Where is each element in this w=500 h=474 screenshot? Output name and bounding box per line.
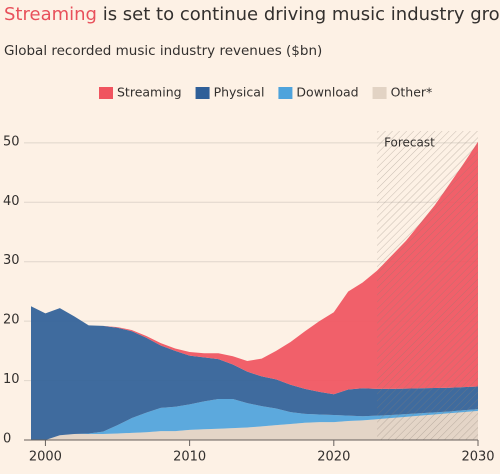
x-tick-label: 2020 xyxy=(317,450,350,465)
area xyxy=(31,141,478,395)
legend-swatch xyxy=(99,87,113,99)
y-tick-label: 10 xyxy=(3,372,20,387)
area xyxy=(31,306,478,440)
legend-swatch xyxy=(372,87,387,99)
title-rest: is set to continue driving music industr… xyxy=(103,4,500,25)
plot-area xyxy=(24,131,478,441)
y-tick-label: 40 xyxy=(3,194,20,209)
x-tick-label: 2030 xyxy=(461,450,494,465)
legend-label: Streaming xyxy=(117,85,182,100)
legend-label: Physical xyxy=(214,85,265,100)
x-tick-label: 2010 xyxy=(173,450,206,465)
y-tick-label: 0 xyxy=(3,432,11,447)
area xyxy=(31,410,478,440)
legend: Streaming Physical Download Other* xyxy=(99,85,432,100)
legend-swatch xyxy=(195,87,210,99)
forecast-label: Forecast xyxy=(384,136,435,150)
y-tick-label: 50 xyxy=(3,134,20,149)
chart-subtitle: Global recorded music industry revenues … xyxy=(4,43,322,59)
x-tick-label: 2000 xyxy=(29,450,62,465)
legend-swatch xyxy=(278,87,293,99)
y-tick-label: 30 xyxy=(3,253,20,268)
area xyxy=(31,398,478,440)
forecast-region xyxy=(377,131,478,440)
legend-label: Download xyxy=(296,85,358,100)
title-highlight: Streaming xyxy=(4,4,97,25)
legend-label: Other* xyxy=(391,85,433,100)
chart-title: Streaming is set to continue driving mus… xyxy=(4,4,500,25)
y-tick-label: 20 xyxy=(3,313,20,328)
